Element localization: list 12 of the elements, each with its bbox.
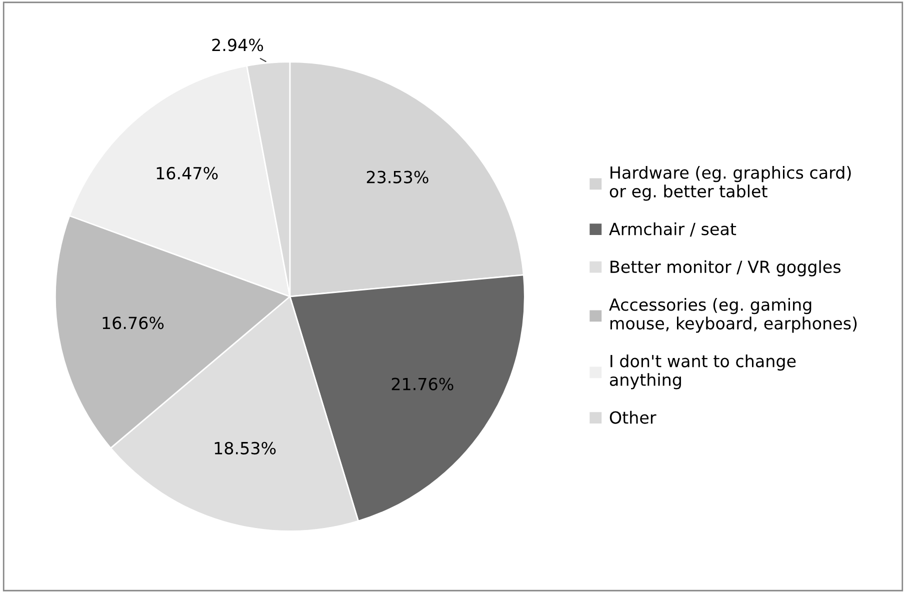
data-label: 21.76% (392, 378, 454, 390)
legend-label: Better monitor / VR goggles (610, 260, 840, 276)
data-label: 16.76% (102, 316, 164, 330)
data-label: 18.53% (214, 442, 276, 454)
data-label: 2.94% (212, 38, 264, 52)
legend-label: Accessories (eg. gaming mouse, keyboard, earphones) (609, 298, 857, 333)
data-label: 23.53% (366, 170, 428, 184)
legend-label: Armchair / seat (609, 222, 736, 237)
legend-label: Other (610, 410, 656, 424)
legend-label: I don't want to change anything (610, 354, 796, 390)
legend-label: Hardware (eg. graphics card) or eg. better tablet (610, 166, 851, 201)
data-label: 16.47% (156, 166, 218, 180)
